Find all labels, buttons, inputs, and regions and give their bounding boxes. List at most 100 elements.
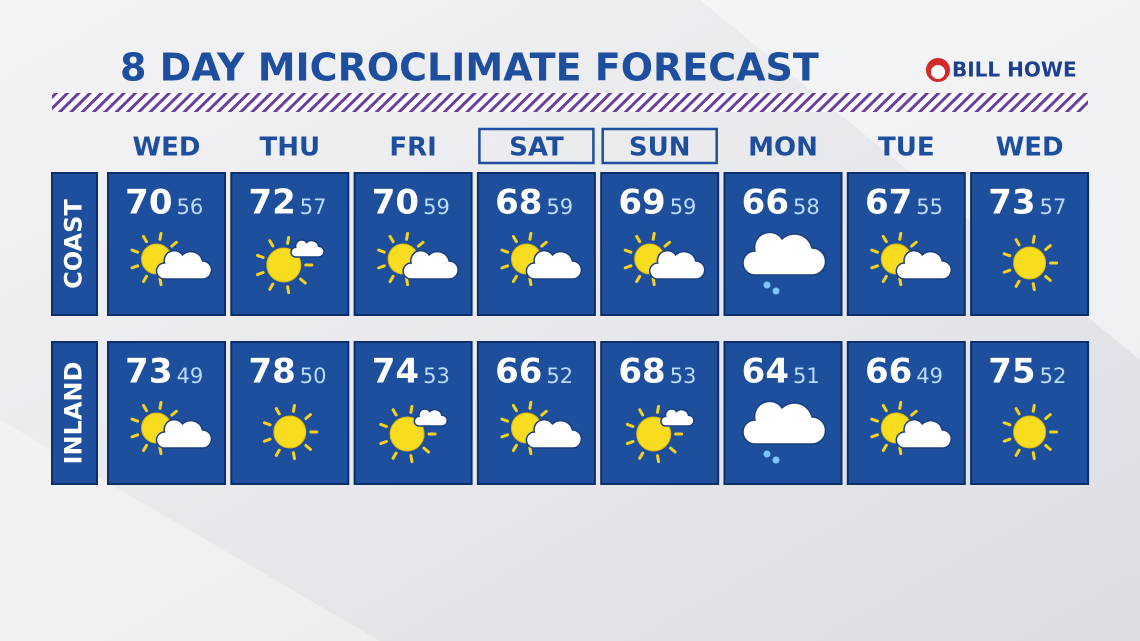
sun-ray [255,253,265,259]
day-label: FRI [389,133,436,163]
cloud [525,249,583,280]
sun-ray [274,448,281,457]
high-temp: 64 [742,352,789,392]
cell-bg [476,341,596,485]
cell-bg [970,341,1090,485]
sun-ray [500,417,510,423]
cloud [742,231,827,276]
sun-ray [870,433,880,439]
forecast-cell: 72 57 [230,172,350,316]
sun-ray [142,274,148,284]
row-label-box [51,172,98,316]
sun-ray [898,400,903,410]
high-temp: 70 [372,183,419,223]
sun-ray [870,417,880,423]
sun-ray [898,446,903,456]
low-temp: 49 [177,364,204,388]
sun-ray [1014,407,1021,416]
sun-ray [528,231,533,241]
row-label: COAST [60,199,88,289]
sun-ray [623,264,633,270]
cloud [742,400,827,445]
low-temp: 59 [423,195,450,219]
sun-ray [304,413,312,421]
forecast-cell: 70 59 [353,172,473,316]
row-label: INLAND [60,362,88,465]
sun-ray [142,443,148,453]
sun-ray [255,271,265,277]
sun-ray [1044,443,1052,451]
high-temp: 73 [125,352,172,392]
sun-ray [500,264,510,270]
sun-ray [910,240,918,248]
sun-ray [1044,274,1052,282]
sun-ray [405,231,410,241]
high-temp: 68 [495,183,542,223]
rain-drop [772,456,780,464]
sun [273,415,307,449]
sun-ray [158,446,163,456]
forecast-cell: 73 57 [970,172,1090,316]
sun-ray [1031,451,1036,461]
day-highlight [601,127,718,165]
logo: BILL HOWE [926,58,1077,82]
sun-ray [388,274,395,284]
high-temp: 70 [125,183,172,223]
sun-ray [870,248,880,254]
sun-ray [656,454,661,464]
sun-ray [1031,403,1036,413]
sun-ray [1031,234,1036,244]
sun-ray [304,443,312,451]
sun-ray [158,400,163,410]
low-temp: 49 [916,364,943,388]
day-label: THU [259,133,320,163]
sun-ray [1044,244,1052,252]
sun-ray [651,277,656,287]
high-temp: 75 [988,352,1035,392]
cell-bg [353,172,473,316]
sun-ray [528,446,533,456]
sun-ray [881,234,888,244]
sun-ray [898,231,903,241]
sun-ray [625,440,635,446]
forecast-cell: 64 51 [723,341,843,485]
sun-ray [130,248,140,254]
sun-ray [1044,413,1052,421]
high-temp: 66 [742,183,789,223]
sun-ray [379,440,388,446]
cloud [413,408,448,427]
sun-ray [377,248,386,254]
cloud [660,408,695,427]
sun-ray [377,264,386,270]
low-temp: 51 [793,364,820,388]
sun-ray [528,277,533,287]
sun-ray [635,234,642,244]
cell-bg [970,172,1090,316]
sun-ray [1031,282,1036,292]
forecast-cell: 68 59 [476,172,596,316]
sun-ray [881,403,888,413]
sun-ray [1002,437,1012,443]
cell-bg [476,172,596,316]
sun-ray [416,240,425,248]
sun-ray [511,403,518,413]
low-temp: 57 [300,195,327,219]
sun-ray [500,248,510,254]
cloud [155,418,213,449]
sun-ray [540,409,548,417]
rain-drop [763,450,771,458]
day-label: WED [996,133,1064,163]
sun-ray [870,264,880,270]
forecast-cell: 66 52 [476,341,596,485]
forecast-cell: 68 53 [600,341,720,485]
cloud [895,249,953,280]
sun-ray [1014,238,1021,247]
forecast-cell: 69 59 [600,172,720,316]
forecast-cell: 66 58 [723,172,843,316]
divider-stripe [52,93,1088,112]
cloud [290,239,325,258]
sun-ray [910,409,918,417]
sun-ray [663,240,672,248]
sun-ray [391,451,398,460]
